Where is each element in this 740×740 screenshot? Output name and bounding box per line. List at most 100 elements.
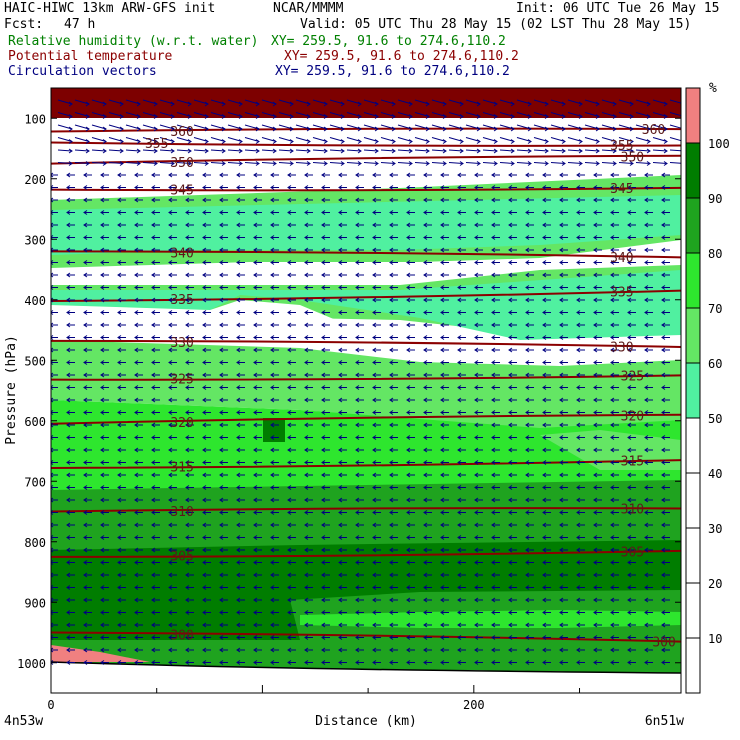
vector-head <box>338 322 343 328</box>
vector-head <box>151 347 156 353</box>
vector-head <box>338 622 343 628</box>
init-time: Init: 06 UTC Tue 26 May 15 <box>516 1 720 16</box>
vector-head <box>168 522 173 528</box>
vector-head <box>287 335 292 340</box>
vector-head <box>391 101 396 107</box>
vector <box>74 149 90 152</box>
vector <box>312 112 328 117</box>
vector-head <box>661 322 666 328</box>
vector-head <box>423 360 428 365</box>
vector-head <box>406 547 411 553</box>
vector-head <box>474 285 479 290</box>
vector-head <box>219 460 224 465</box>
vector-head <box>66 335 71 340</box>
vector-head <box>559 547 564 553</box>
vector-head <box>253 185 258 190</box>
vector-head <box>338 647 343 653</box>
vector-head <box>100 485 105 490</box>
vector-head <box>236 397 241 403</box>
vector-head <box>83 222 88 228</box>
y-axis-label: Pressure (hPa) <box>4 335 19 445</box>
vector-head <box>185 285 190 290</box>
vector-head <box>253 510 258 515</box>
vector-head <box>525 322 530 328</box>
vector-head <box>474 435 479 440</box>
vector-head <box>168 597 173 603</box>
vector-head <box>236 585 241 590</box>
vector-head <box>457 660 462 665</box>
vector-head <box>576 610 581 615</box>
vector-head <box>253 535 258 540</box>
vector-head <box>627 497 632 503</box>
vector-head <box>372 497 377 503</box>
vector-head <box>51 172 54 178</box>
vector <box>465 124 481 130</box>
vector-head <box>474 410 479 415</box>
vector-head <box>527 114 532 119</box>
vector-head <box>151 172 156 178</box>
vector-head <box>321 260 326 265</box>
vector-head <box>457 322 462 328</box>
vector-head <box>474 535 479 540</box>
vector-head <box>525 647 530 653</box>
vector <box>482 99 498 105</box>
vector-head <box>185 297 190 303</box>
theta-label-330: 330 <box>170 336 193 351</box>
vector-head <box>100 647 105 653</box>
vector-head <box>525 572 530 578</box>
vector-head <box>612 126 617 132</box>
vector-head <box>663 148 668 154</box>
vector-head <box>508 397 513 403</box>
vector-head <box>559 622 564 628</box>
vector-head <box>576 447 581 453</box>
vector-head <box>542 422 547 428</box>
vector-head <box>66 485 71 490</box>
vector-head <box>287 472 292 478</box>
vector <box>635 112 651 117</box>
vector <box>176 112 192 117</box>
vector <box>584 124 600 130</box>
vector-head <box>593 310 598 315</box>
vector-head <box>134 422 139 428</box>
vector-head <box>508 435 513 440</box>
vector-head <box>542 210 547 215</box>
vector-head <box>474 210 479 215</box>
vector-head <box>117 297 122 303</box>
vector-head <box>321 372 326 378</box>
vector-head <box>185 622 190 628</box>
vector-head <box>440 247 445 253</box>
rh-below-ground <box>51 662 681 693</box>
vector-head <box>83 397 88 403</box>
vector-head <box>610 447 615 453</box>
vector-head <box>255 101 260 107</box>
vector-head <box>459 148 464 154</box>
vector-head <box>627 172 632 178</box>
vector-head <box>168 410 173 415</box>
vector-head <box>355 635 360 640</box>
vector-head <box>185 410 190 415</box>
vector-head <box>578 148 583 154</box>
vector-head <box>168 622 173 628</box>
vector-head <box>559 422 564 428</box>
vector <box>142 112 158 117</box>
vector-head <box>168 210 173 215</box>
vector-head <box>219 472 224 478</box>
vector-head <box>304 647 309 653</box>
vector-head <box>287 460 292 465</box>
vector-head <box>100 547 105 553</box>
vector-head <box>134 272 139 278</box>
vector-head <box>134 497 139 503</box>
vector-head <box>355 272 360 278</box>
vector-head <box>338 260 343 265</box>
vector-head <box>440 610 445 615</box>
field-xy-rh: XY= 259.5, 91.6 to 274.6,110.2 <box>271 34 506 49</box>
vector-head <box>593 385 598 390</box>
vector-head <box>406 497 411 503</box>
vector-head <box>644 310 649 315</box>
vector-head <box>117 497 122 503</box>
vector-head <box>134 460 139 465</box>
vector-head <box>323 148 328 154</box>
vector <box>550 124 566 130</box>
vector-head <box>559 572 564 578</box>
vector-head <box>389 560 394 565</box>
